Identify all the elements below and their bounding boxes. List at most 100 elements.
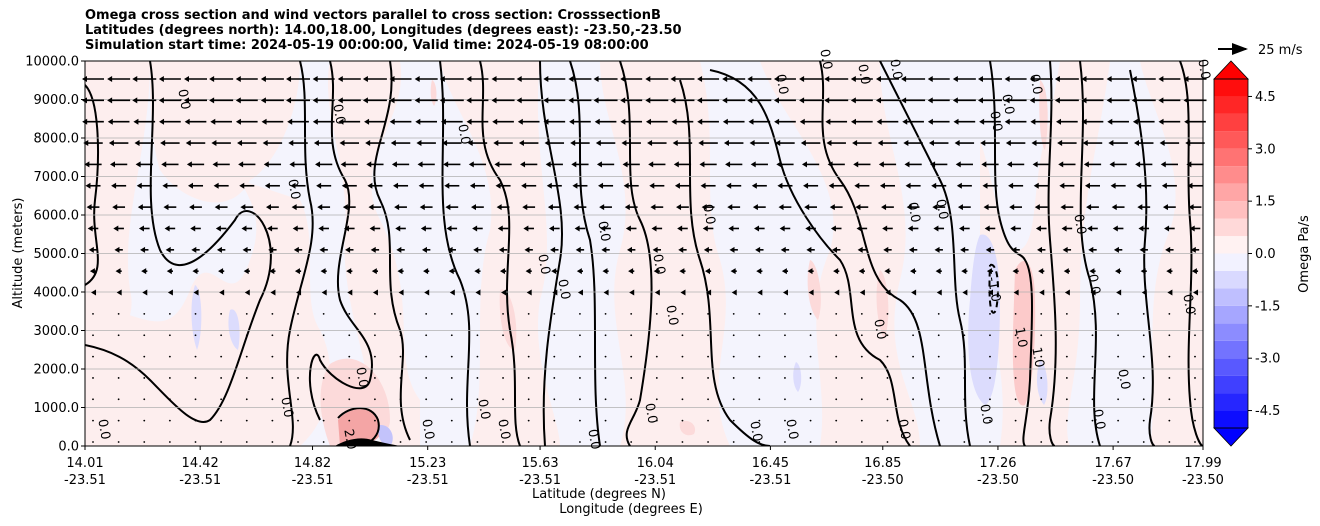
wind-vector bbox=[963, 398, 966, 401]
wind-vector bbox=[758, 355, 761, 358]
wind-vector bbox=[1034, 204, 1048, 211]
wind-vector bbox=[499, 268, 507, 275]
wind-vector bbox=[160, 140, 180, 147]
wind-vector bbox=[220, 398, 223, 401]
wind-vector bbox=[209, 76, 234, 82]
wind-vector bbox=[568, 97, 592, 104]
wind-vector bbox=[927, 97, 950, 104]
wind-vector bbox=[875, 76, 899, 82]
contour-label: 0.0 bbox=[816, 48, 834, 71]
wind-vector bbox=[707, 419, 709, 422]
wind-vector bbox=[857, 246, 867, 253]
wind-vector bbox=[168, 355, 171, 358]
wind-vector bbox=[166, 268, 173, 275]
wind-vector bbox=[1160, 161, 1178, 168]
wind-vector bbox=[235, 76, 258, 82]
wind-vector bbox=[1014, 355, 1017, 358]
wind-vector bbox=[679, 268, 686, 275]
wind-vector bbox=[1005, 140, 1026, 147]
wind-vector bbox=[85, 182, 101, 189]
wind-vector bbox=[910, 268, 917, 275]
wind-vector bbox=[989, 355, 991, 358]
wind-vector bbox=[678, 246, 687, 253]
wind-vector bbox=[576, 268, 584, 275]
contour-label: 0.0 bbox=[454, 123, 472, 146]
wind-vector bbox=[117, 355, 120, 358]
contour-line bbox=[989, 61, 1034, 446]
wind-vector bbox=[1186, 161, 1204, 168]
wind-vector bbox=[86, 204, 100, 211]
wind-vector bbox=[522, 204, 536, 211]
wind-vector bbox=[269, 268, 276, 275]
wind-vector bbox=[450, 398, 453, 401]
wind-vector bbox=[264, 182, 280, 189]
title-line-1: Omega cross section and wind vectors par… bbox=[85, 8, 661, 23]
wind-vector bbox=[681, 441, 684, 443]
wind-vector bbox=[1037, 246, 1046, 253]
wind-vector bbox=[1132, 118, 1155, 125]
wind-vector bbox=[1040, 377, 1043, 379]
wind-vector bbox=[191, 246, 200, 253]
wind-vector bbox=[1065, 419, 1068, 422]
wind-vector bbox=[625, 225, 637, 232]
wind-vector bbox=[784, 398, 786, 401]
wind-vector bbox=[989, 312, 991, 315]
contour-label: 0.0 bbox=[1026, 73, 1044, 96]
wind-vector bbox=[835, 398, 838, 401]
wind-vector bbox=[399, 398, 402, 401]
wind-vector bbox=[374, 312, 376, 315]
contour-label: 0.0 bbox=[474, 398, 492, 421]
wind-vector bbox=[1065, 355, 1068, 358]
wind-vector bbox=[1040, 419, 1043, 422]
wind-vector bbox=[493, 140, 513, 147]
colorbar-segment bbox=[1214, 96, 1248, 114]
wind-vector bbox=[1190, 246, 1200, 253]
wind-vector bbox=[445, 204, 459, 211]
wind-vector bbox=[732, 377, 735, 379]
wind-vector bbox=[368, 204, 382, 211]
wind-vector bbox=[1014, 377, 1017, 379]
wind-vector bbox=[237, 140, 257, 147]
wind-vector bbox=[954, 140, 975, 147]
wind-vector bbox=[1142, 334, 1145, 337]
wind-vector bbox=[240, 204, 254, 211]
colorbar-extend-max bbox=[1213, 60, 1249, 80]
y-tick-label: 10000.0 bbox=[25, 55, 79, 70]
wind-vector bbox=[322, 355, 325, 358]
wind-vector bbox=[860, 419, 863, 422]
x-tick-longitude: -23.50 bbox=[862, 473, 904, 488]
wind-vector bbox=[673, 161, 692, 168]
contour-label: 0.0 bbox=[1114, 368, 1132, 391]
wind-vector bbox=[286, 76, 311, 82]
wind-vector bbox=[374, 334, 376, 337]
wind-vector bbox=[374, 377, 376, 379]
wind-vector bbox=[571, 161, 589, 168]
wind-vector bbox=[374, 355, 376, 358]
wind-vector bbox=[343, 225, 355, 232]
quiver-key-label: 25 m/s bbox=[1258, 43, 1303, 58]
y-tick-label: 7000.0 bbox=[34, 170, 80, 185]
wind-vector bbox=[1115, 268, 1122, 275]
wind-vector bbox=[748, 118, 771, 125]
wind-vector bbox=[1191, 268, 1199, 275]
downdraft-cell bbox=[228, 309, 240, 350]
x-tick-longitude: -23.50 bbox=[1092, 473, 1134, 488]
wind-vector bbox=[707, 355, 709, 358]
x-tick-latitude: 15.23 bbox=[409, 456, 446, 471]
contour-label: 0.0 bbox=[772, 73, 790, 96]
wind-vector bbox=[367, 182, 383, 189]
wind-vector bbox=[450, 355, 453, 358]
wind-vector bbox=[83, 140, 103, 147]
wind-vector bbox=[494, 161, 512, 168]
contour-label: 0.0 bbox=[641, 402, 659, 425]
wind-vector bbox=[553, 398, 556, 401]
wind-vector bbox=[700, 182, 716, 189]
wind-vector bbox=[92, 377, 94, 379]
wind-vector bbox=[860, 355, 863, 358]
wind-vector bbox=[575, 246, 585, 253]
colorbar-segment bbox=[1214, 375, 1248, 394]
wind-vector bbox=[516, 76, 541, 82]
wind-vector bbox=[1064, 289, 1070, 296]
wind-vector bbox=[677, 225, 688, 232]
wind-vector bbox=[1188, 204, 1202, 211]
